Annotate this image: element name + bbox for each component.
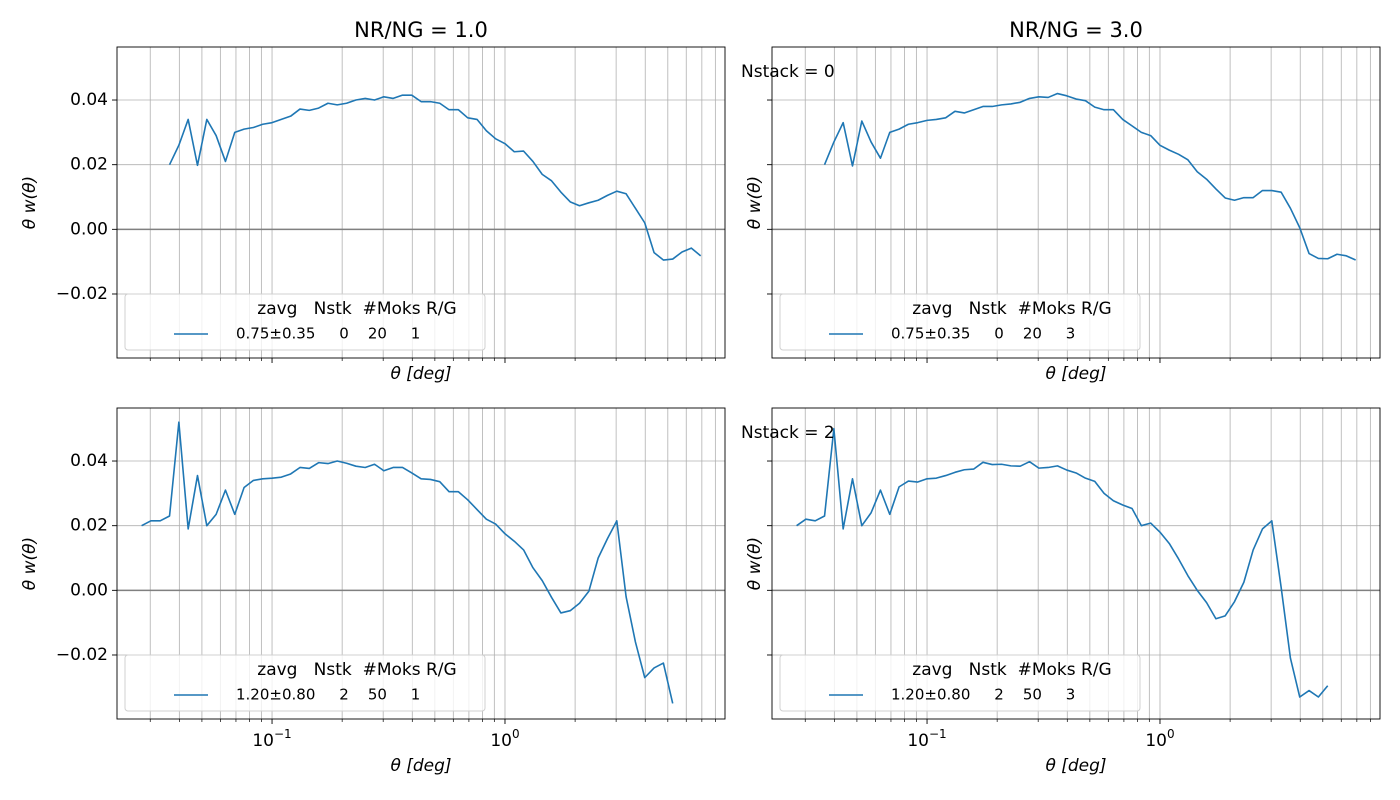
data-line [141,421,674,704]
annotation: Nstack = 0 [741,62,835,82]
legend-label: 0.75±0.35 0 20 3 [891,325,1075,343]
x-axis-label: θ [deg] [390,364,451,384]
legend-title: zavg Nstk #Moks R/G [912,660,1111,680]
x-axis-label: θ [deg] [1045,756,1106,776]
y-tick-label: 0.02 [70,155,108,175]
legend-box [124,293,486,351]
y-axis-label: θ w(θ) [20,537,40,590]
data-line [168,94,702,261]
x-tick-base: 10 [252,731,274,751]
panel-title: NR/NG = 3.0 [1009,18,1143,42]
y-tick-label: 0.00 [70,219,108,239]
legend-label: 0.75±0.35 0 20 1 [236,325,420,343]
y-tick-label: 0.00 [70,580,108,600]
legend-title: zavg Nstk #Moks R/G [257,660,456,680]
x-tick-exponent: 0 [512,727,520,741]
axes-frame [771,407,1381,720]
legend-label: 1.20±0.80 2 50 3 [891,686,1075,704]
y-tick-label: 0.04 [70,451,108,471]
x-tick-base: 10 [490,731,512,751]
annotation: Nstack = 2 [741,423,835,443]
y-tick-label: −0.02 [56,645,108,665]
legend-title: zavg Nstk #Moks R/G [912,299,1111,319]
y-tick-label: 0.02 [70,516,108,536]
x-axis-label: θ [deg] [1045,364,1106,384]
x-tick-label: 100 [1145,727,1174,752]
legend-box [779,654,1141,712]
axes-frame [771,46,1381,359]
panel: −0.02 0.00 0.02 0.04 NR/NG = 1.0 θ [deg] θ w(θ… [20,18,726,384]
x-tick-label: 10−1 [907,727,946,752]
axes-frame [116,46,726,359]
panel-title: NR/NG = 1.0 [354,18,488,42]
y-axis-label: θ w(θ) [745,176,765,229]
data-line [823,92,1356,261]
data-line [796,427,1329,698]
y-tick-label: 0.04 [70,90,108,110]
x-tick-label: 10−1 [252,727,291,752]
axes-frame [116,407,726,720]
legend-title: zavg Nstk #Moks R/G [257,299,456,319]
x-tick-base: 10 [907,731,929,751]
x-axis-label: θ [deg] [390,756,451,776]
legend-box [779,293,1141,351]
legend-box [124,654,486,712]
panel: NR/NG = 3.0 Nstack = 0 θ [deg] θ w(θ) zavg N… [741,18,1381,384]
x-tick-exponent: −1 [274,727,292,741]
x-tick-base: 10 [1145,731,1167,751]
panel: 10−1 100−0.020.000.020.04θ [deg]θ w(θ)zav… [20,407,726,776]
y-axis-label: θ w(θ) [745,537,765,590]
x-tick-exponent: −1 [929,727,947,741]
y-axis-label: θ w(θ) [20,176,40,229]
legend-label: 1.20±0.80 2 50 1 [236,686,420,704]
y-tick-label: −0.02 [56,284,108,304]
x-tick-label: 100 [490,727,519,752]
x-tick-exponent: 0 [1167,727,1175,741]
